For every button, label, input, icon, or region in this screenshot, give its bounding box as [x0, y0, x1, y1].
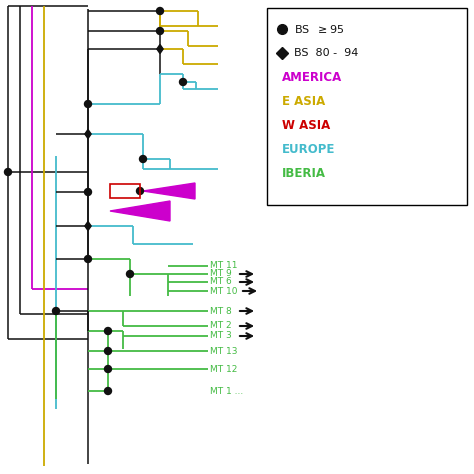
- Circle shape: [53, 308, 60, 315]
- Circle shape: [84, 255, 91, 263]
- Text: W ASIA: W ASIA: [282, 118, 330, 131]
- Circle shape: [156, 27, 164, 35]
- Circle shape: [180, 79, 186, 85]
- Text: MT 6: MT 6: [210, 277, 232, 286]
- FancyBboxPatch shape: [267, 8, 467, 205]
- Circle shape: [104, 347, 111, 355]
- Circle shape: [104, 328, 111, 335]
- Text: EUROPE: EUROPE: [282, 143, 336, 155]
- Circle shape: [84, 189, 91, 195]
- Text: MT 3: MT 3: [210, 331, 232, 340]
- Circle shape: [127, 271, 134, 277]
- Bar: [110, 184, 140, 198]
- Circle shape: [104, 365, 111, 373]
- Text: E ASIA: E ASIA: [282, 94, 325, 108]
- Text: MT 9: MT 9: [210, 270, 232, 279]
- Text: MT 11: MT 11: [210, 262, 237, 271]
- Circle shape: [137, 188, 144, 194]
- Text: IBERIA: IBERIA: [282, 166, 326, 180]
- Text: MT 2: MT 2: [210, 321, 232, 330]
- Circle shape: [4, 168, 11, 175]
- Polygon shape: [85, 129, 91, 138]
- Circle shape: [139, 155, 146, 163]
- Text: AMERICA: AMERICA: [282, 71, 342, 83]
- Text: MT 10: MT 10: [210, 286, 237, 295]
- Text: MT 12: MT 12: [210, 365, 237, 374]
- Polygon shape: [110, 201, 170, 221]
- Circle shape: [156, 8, 164, 15]
- Polygon shape: [143, 183, 195, 199]
- Circle shape: [104, 388, 111, 394]
- Text: MT 8: MT 8: [210, 307, 232, 316]
- Polygon shape: [85, 221, 91, 230]
- Text: BS  80 -  94: BS 80 - 94: [294, 48, 358, 58]
- Text: BS  $\geq$95: BS $\geq$95: [294, 23, 345, 35]
- Text: MT 13: MT 13: [210, 346, 237, 356]
- Circle shape: [84, 100, 91, 108]
- Text: MT 1 ...: MT 1 ...: [210, 386, 243, 395]
- Polygon shape: [157, 45, 163, 54]
